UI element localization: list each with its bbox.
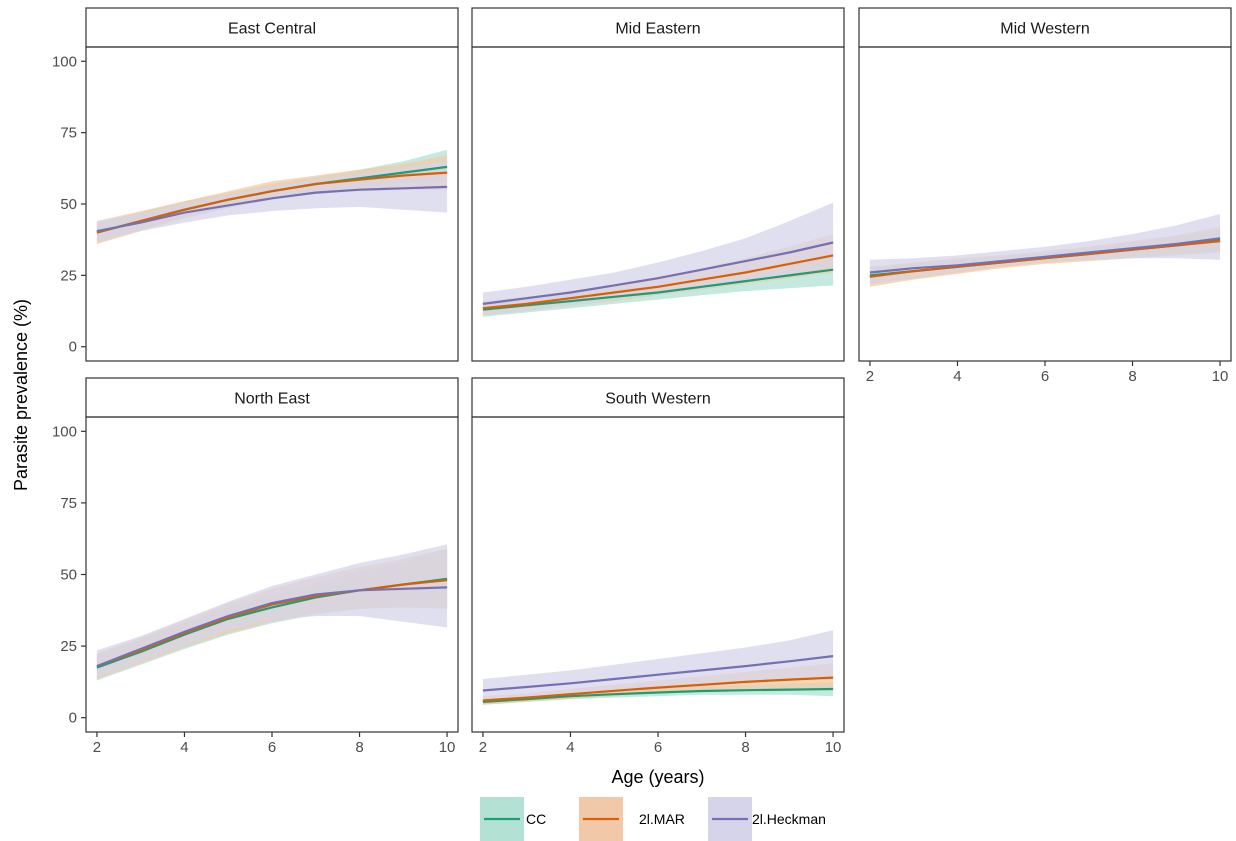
y-tick-label: 50	[60, 567, 77, 584]
legend: CC 2l.MAR 2l.Heckman	[480, 797, 826, 841]
strip-label: North East	[234, 391, 310, 408]
data-area	[96, 149, 448, 244]
y-tick-label: 100	[52, 53, 77, 70]
y-tick-label: 100	[52, 423, 77, 440]
x-tick-label: 2	[93, 739, 101, 756]
panel-east-central: East Central 0 25 50 75 100	[52, 7, 459, 362]
x-tick-label: 2	[866, 368, 874, 385]
panel-south-western: South Western 2 4 6 8 10	[471, 377, 845, 756]
panel-mid-eastern: Mid Eastern	[471, 7, 845, 362]
line-2l-heckman	[482, 241, 834, 305]
y-tick-label: 75	[60, 125, 77, 142]
legend-label: 2l.MAR	[639, 811, 685, 827]
legend-label: 2l.Heckman	[752, 811, 826, 827]
strip-label: East Central	[228, 21, 316, 38]
line-2l-heckman	[482, 655, 834, 692]
line-2l-heckman	[869, 237, 1221, 274]
y-tick-label: 0	[69, 339, 77, 356]
strip-label: South Western	[605, 391, 711, 408]
x-tick-label: 6	[268, 739, 276, 756]
panel-border	[858, 46, 1232, 362]
strip-east-central	[85, 7, 459, 48]
x-tick-label: 8	[741, 739, 749, 756]
x-tick-label: 10	[439, 739, 456, 756]
data-area	[482, 630, 834, 705]
strip-label: Mid Eastern	[615, 21, 700, 38]
strip-south-western	[471, 377, 845, 418]
legend-item-2l-mar: 2l.MAR	[579, 797, 685, 841]
strip-north-east	[85, 377, 459, 418]
ribbon-2l-heckman	[96, 161, 448, 242]
panel-border	[471, 46, 845, 362]
y-tick-label: 25	[60, 267, 77, 284]
line-2l-mar	[482, 254, 834, 310]
line-2l-mar	[482, 676, 834, 702]
strip-label: Mid Western	[1000, 21, 1090, 38]
legend-label: CC	[526, 811, 546, 827]
y-tick-label: 0	[69, 710, 77, 727]
x-tick-label: 2	[479, 739, 487, 756]
line-2l-heckman	[96, 185, 448, 233]
y-tick-label: 25	[60, 638, 77, 655]
x-axis-title: Age (years)	[611, 767, 704, 787]
x-tick-label: 8	[1128, 368, 1136, 385]
strip-mid-eastern	[471, 7, 845, 48]
strip-mid-western	[858, 7, 1232, 48]
legend-item-cc: CC	[480, 797, 546, 841]
line-cc	[482, 687, 834, 703]
data-area	[482, 202, 834, 317]
data-area	[96, 544, 448, 681]
x-tick-label: 6	[1041, 368, 1049, 385]
x-tick-label: 10	[825, 739, 842, 756]
ribbon-2l-heckman	[869, 214, 1221, 284]
line-2l-mar	[96, 171, 448, 234]
legend-item-2l-heckman: 2l.Heckman	[708, 797, 826, 841]
x-tick-label: 10	[1212, 368, 1229, 385]
ribbon-2l-heckman	[96, 544, 448, 678]
x-tick-label: 4	[953, 368, 961, 385]
x-tick-label: 4	[180, 739, 188, 756]
data-area	[869, 214, 1221, 287]
x-tick-label: 4	[566, 739, 574, 756]
y-axis-title: Parasite prevalence (%)	[11, 299, 31, 491]
line-2l-mar	[869, 240, 1221, 278]
line-2l-mar	[96, 579, 448, 668]
ribbon-2l-heckman	[482, 202, 834, 316]
y-tick-label: 50	[60, 196, 77, 213]
y-tick-label: 75	[60, 495, 77, 512]
line-2l-heckman	[96, 586, 448, 668]
panel-mid-western: Mid Western 2 4 6 8 10	[858, 7, 1232, 385]
x-tick-label: 6	[654, 739, 662, 756]
panel-north-east: North East 0 25 50 75 100 2 4 6 8 10	[52, 377, 459, 756]
line-cc	[482, 268, 834, 311]
x-tick-label: 8	[355, 739, 363, 756]
